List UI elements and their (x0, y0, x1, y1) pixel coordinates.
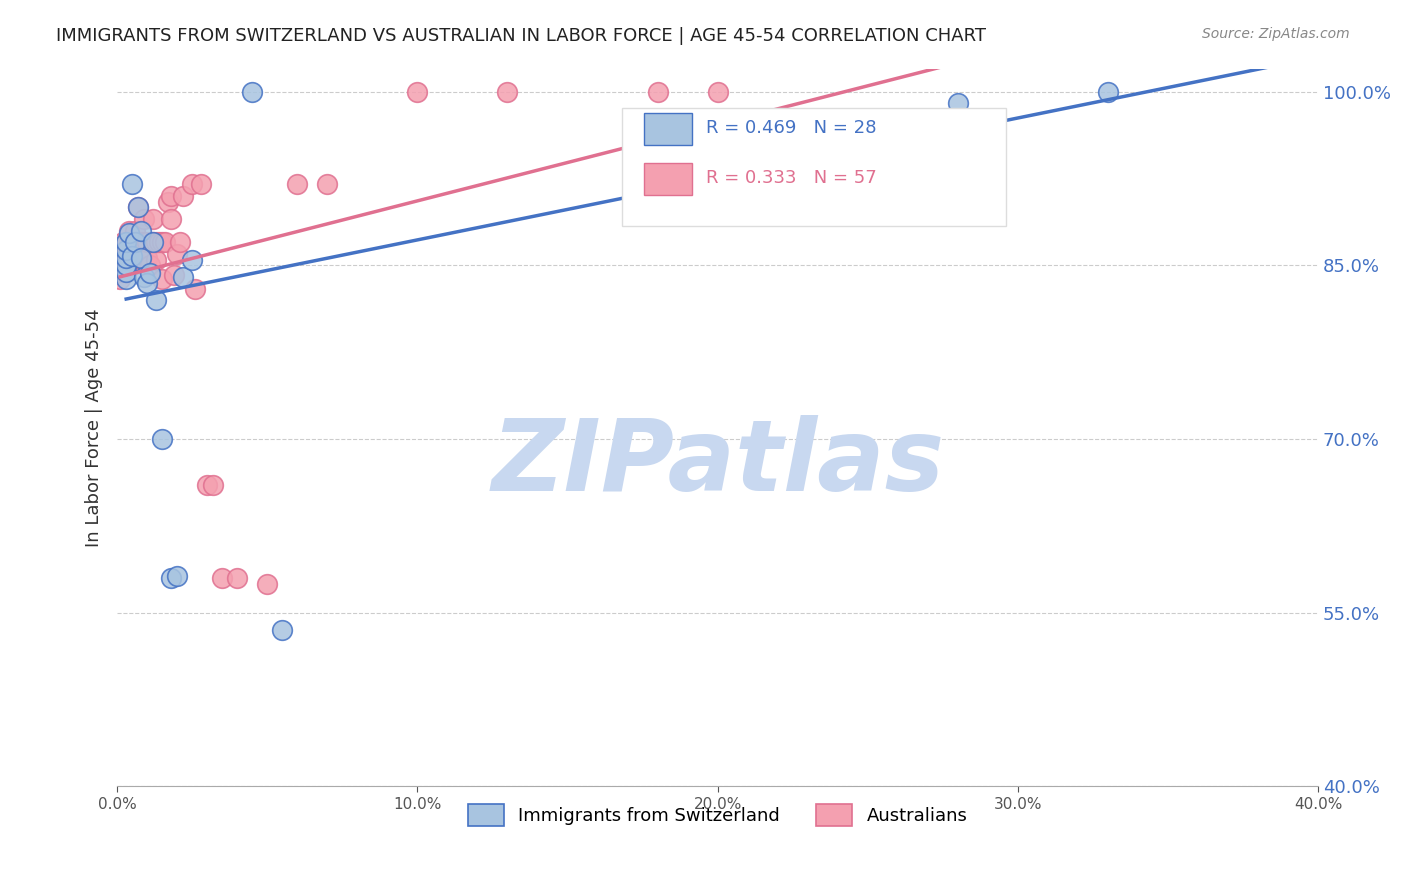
Point (115, 235, 138, 250)
Point (112, 235, 135, 250)
Point (121, 178, 143, 192)
Point (129, 235, 152, 250)
Point (134, 235, 156, 250)
Point (129, 252, 152, 266)
FancyBboxPatch shape (644, 163, 692, 194)
Point (124, 224, 146, 238)
Point (946, 96, 969, 111)
FancyBboxPatch shape (621, 108, 1005, 227)
Point (181, 252, 204, 267)
Point (256, 577, 278, 591)
Point (121, 252, 143, 266)
Point (163, 268, 186, 282)
Point (124, 235, 146, 250)
Point (150, 272, 173, 286)
Point (211, 571, 233, 585)
Point (118, 259, 141, 273)
Point (157, 194, 180, 209)
Point (150, 432, 173, 446)
Point (172, 269, 194, 284)
Point (115, 272, 138, 286)
Text: ZIPatlas: ZIPatlas (491, 415, 945, 512)
Point (202, 478, 225, 492)
Text: R = 0.469   N = 28: R = 0.469 N = 28 (706, 120, 876, 137)
Point (1097, 85, 1119, 99)
Text: Source: ZipAtlas.com: Source: ZipAtlas.com (1202, 27, 1350, 41)
FancyBboxPatch shape (644, 113, 692, 145)
Point (160, 571, 183, 585)
Point (115, 252, 138, 266)
Point (142, 235, 165, 250)
Legend: Immigrants from Switzerland, Australians: Immigrants from Switzerland, Australians (458, 795, 977, 835)
Point (406, 85, 429, 99)
Point (195, 478, 218, 492)
Point (115, 265, 138, 279)
Point (706, 85, 728, 99)
Point (121, 259, 143, 273)
Point (647, 85, 669, 99)
Point (148, 235, 170, 250)
Point (108, 265, 131, 279)
Point (118, 226, 141, 240)
Point (115, 244, 138, 258)
Point (136, 235, 159, 250)
Point (160, 189, 183, 203)
Point (129, 224, 152, 238)
Point (121, 249, 143, 263)
Point (127, 201, 149, 215)
Point (145, 235, 167, 250)
Point (184, 281, 207, 295)
Point (136, 276, 159, 290)
Point (139, 259, 162, 273)
Point (166, 568, 188, 582)
Point (124, 252, 146, 266)
Point (134, 269, 156, 284)
Y-axis label: In Labor Force | Age 45-54: In Labor Force | Age 45-54 (86, 309, 103, 547)
Point (127, 252, 149, 266)
Point (115, 252, 138, 266)
Point (127, 201, 149, 215)
Text: R = 0.333   N = 57: R = 0.333 N = 57 (706, 169, 876, 187)
Point (112, 259, 135, 273)
Point (240, 85, 263, 99)
Point (112, 265, 135, 279)
Point (285, 178, 308, 192)
Point (134, 212, 156, 227)
Point (160, 212, 183, 227)
Point (145, 252, 167, 267)
Point (118, 224, 141, 238)
Point (181, 178, 204, 192)
Point (115, 265, 138, 279)
Point (145, 293, 167, 307)
Point (108, 259, 131, 273)
Point (142, 212, 165, 227)
Point (112, 252, 135, 266)
Point (155, 235, 177, 250)
Point (166, 247, 188, 261)
Point (142, 235, 165, 250)
Point (118, 252, 141, 266)
Point (139, 267, 162, 281)
Point (172, 189, 194, 203)
Point (496, 85, 519, 99)
Text: IMMIGRANTS FROM SWITZERLAND VS AUSTRALIAN IN LABOR FORCE | AGE 45-54 CORRELATION: IMMIGRANTS FROM SWITZERLAND VS AUSTRALIA… (56, 27, 986, 45)
Point (129, 252, 152, 266)
Point (316, 178, 339, 192)
Point (108, 272, 131, 286)
Point (751, 120, 773, 134)
Point (136, 252, 159, 266)
Point (271, 623, 294, 637)
Point (115, 259, 138, 273)
Point (169, 235, 191, 250)
Point (115, 259, 138, 273)
Point (127, 235, 149, 250)
Point (190, 178, 212, 192)
Point (226, 571, 249, 585)
Point (115, 235, 138, 250)
Point (150, 235, 173, 250)
